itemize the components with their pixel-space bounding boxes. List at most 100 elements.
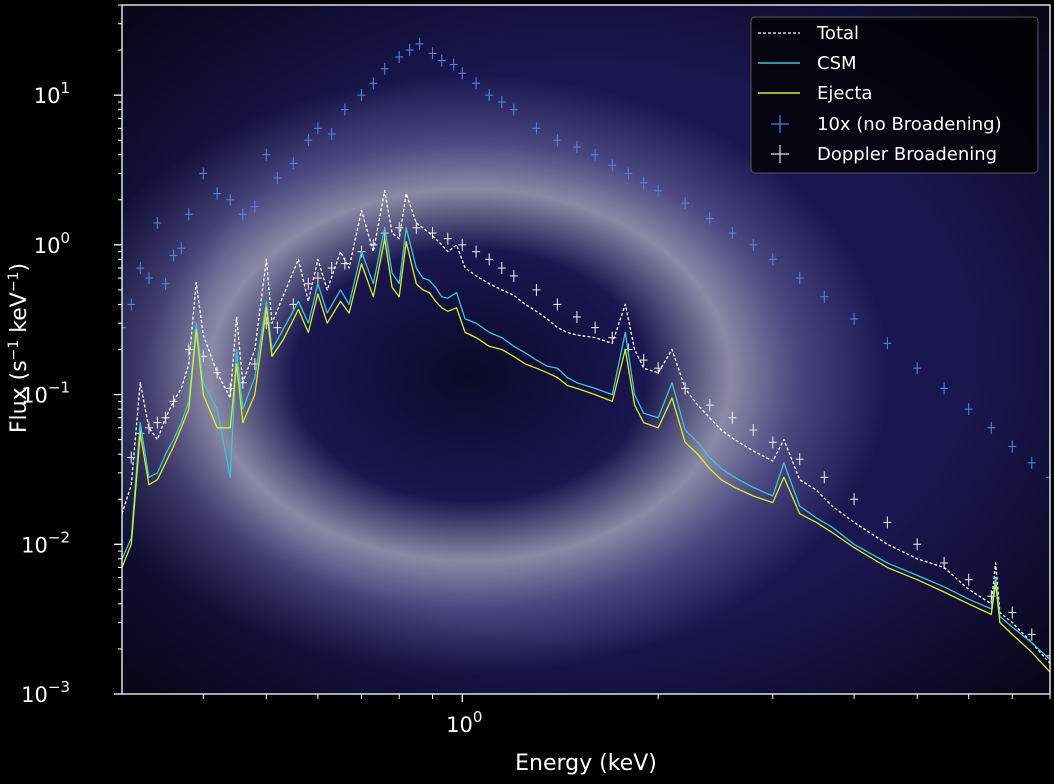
- data-point: [1046, 649, 1050, 662]
- data-point: [705, 212, 714, 225]
- data-point: [749, 238, 758, 251]
- data-point: [820, 471, 829, 484]
- data-point: [820, 290, 829, 303]
- data-point: [226, 193, 235, 206]
- data-point: [437, 54, 446, 67]
- y-tick-label: 100: [34, 229, 70, 258]
- data-point: [184, 343, 193, 356]
- data-point: [913, 362, 922, 375]
- data-point: [768, 436, 777, 449]
- data-point: [313, 122, 322, 135]
- y-axis-label: Flux (s−1 keV−1): [6, 263, 32, 433]
- data-point: [273, 321, 282, 334]
- data-point: [913, 538, 922, 551]
- data-point: [768, 253, 777, 266]
- data-point: [509, 269, 518, 282]
- data-point: [304, 277, 313, 290]
- data-point: [153, 216, 162, 229]
- legend-swatch-doppler: [771, 145, 789, 163]
- x-tick-label: 100: [446, 708, 482, 737]
- data-point: [497, 262, 506, 275]
- series-layer: [122, 37, 1050, 673]
- data-point: [1027, 456, 1036, 469]
- data-point: [122, 321, 126, 334]
- y-tick-label: 10−2: [21, 528, 70, 557]
- data-point: [136, 262, 145, 275]
- data-point: [273, 171, 282, 184]
- data-point: [238, 208, 247, 221]
- data-point: [313, 272, 322, 285]
- data-point: [940, 382, 949, 395]
- data-point: [1008, 440, 1017, 453]
- data-point: [987, 421, 996, 434]
- data-point: [591, 148, 600, 161]
- data-point: [262, 148, 271, 161]
- data-point: [795, 272, 804, 285]
- data-point: [161, 277, 170, 290]
- data-point: [415, 37, 424, 50]
- data-point: [850, 312, 859, 325]
- data-point: [591, 321, 600, 334]
- data-point: [608, 159, 617, 172]
- series-10x-no-broadening: [122, 37, 1050, 484]
- x-axis-label: Energy (keV): [515, 751, 657, 776]
- legend-label-ejecta: Ejecta: [817, 83, 872, 104]
- data-point: [639, 176, 648, 189]
- data-point: [883, 337, 892, 350]
- data-point: [380, 62, 389, 75]
- data-point: [728, 226, 737, 239]
- data-point: [449, 58, 458, 71]
- data-point: [509, 103, 518, 116]
- data-point: [1046, 471, 1050, 484]
- data-point: [1027, 628, 1036, 641]
- series-doppler-broadening: [127, 221, 1050, 662]
- data-point: [144, 272, 153, 285]
- data-point: [572, 310, 581, 323]
- data-point: [654, 184, 663, 197]
- data-point: [395, 221, 404, 234]
- data-point: [458, 67, 467, 80]
- data-point: [485, 89, 494, 102]
- legend: Total CSM Ejecta 10x (no Broadening) Dop…: [750, 16, 1039, 174]
- data-point: [177, 242, 186, 255]
- data-point: [681, 197, 690, 210]
- data-point: [553, 134, 562, 147]
- data-point: [1008, 606, 1017, 619]
- data-point: [405, 44, 414, 57]
- legend-label-doppler: Doppler Broadening: [817, 144, 997, 165]
- data-point: [127, 298, 136, 311]
- series-ejecta-line: [122, 238, 1050, 673]
- data-point: [883, 516, 892, 529]
- data-point: [169, 249, 178, 262]
- data-point: [357, 89, 366, 102]
- data-point: [497, 95, 506, 108]
- legend-label-total: Total: [816, 23, 859, 44]
- y-tick-label: 10−3: [21, 678, 70, 707]
- data-point: [428, 47, 437, 60]
- data-point: [458, 238, 467, 251]
- data-point: [199, 167, 208, 180]
- legend-label-csm: CSM: [817, 53, 857, 74]
- data-point: [289, 157, 298, 170]
- y-tick-label: 10−1: [21, 379, 70, 408]
- series-total-line: [122, 190, 1050, 664]
- legend-box: [750, 16, 1039, 174]
- data-point: [624, 167, 633, 180]
- data-point: [144, 421, 153, 434]
- data-point: [213, 187, 222, 200]
- data-point: [964, 403, 973, 416]
- data-point: [369, 77, 378, 90]
- data-point: [728, 411, 737, 424]
- data-point: [340, 103, 349, 116]
- data-point: [472, 245, 481, 258]
- data-point: [472, 77, 481, 90]
- data-point: [169, 395, 178, 408]
- data-point: [184, 208, 193, 221]
- data-point: [572, 141, 581, 154]
- data-point: [153, 416, 162, 429]
- data-point: [443, 232, 452, 245]
- data-point: [850, 493, 859, 506]
- data-point: [532, 283, 541, 296]
- data-point: [327, 128, 336, 141]
